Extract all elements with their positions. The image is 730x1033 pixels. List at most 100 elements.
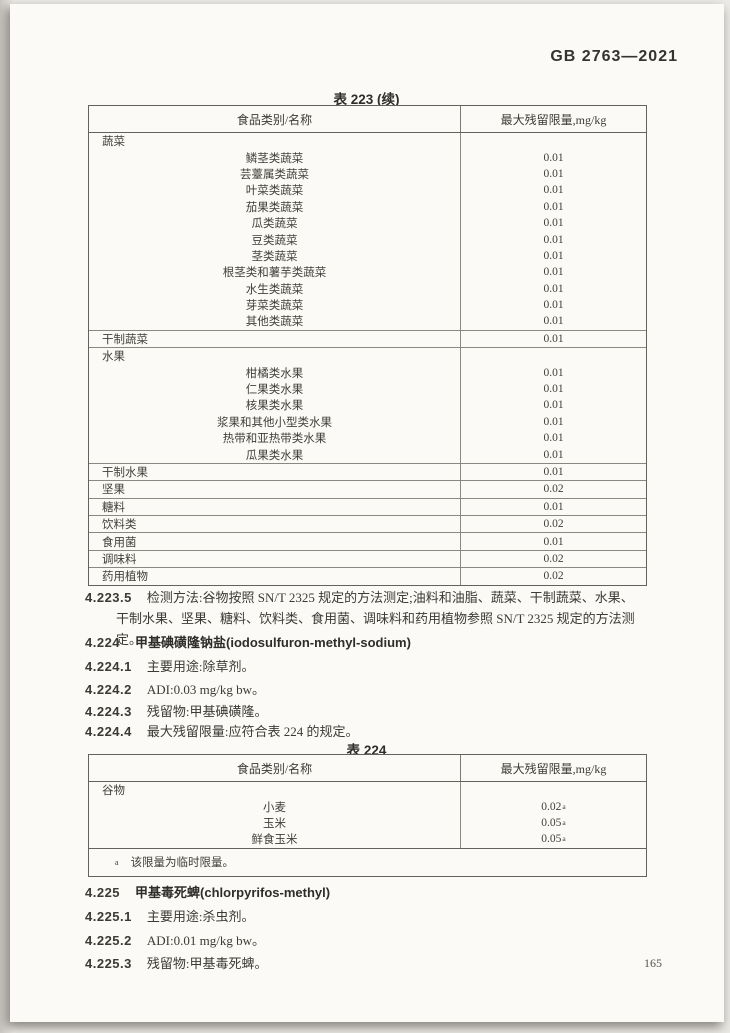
- mrl-value-cell: 0.05 a: [460, 831, 646, 848]
- table-section: 糖料 0.01: [89, 497, 646, 515]
- section-text: 主要用途:除草剂。: [146, 659, 255, 674]
- food-category-cell: 芸薹属类蔬菜: [240, 168, 309, 181]
- table-223-header-row: 食品类别/名称 最大残留限量,mg/kg: [89, 106, 646, 133]
- section-text: 残留物:甲基毒死蜱。: [146, 956, 268, 971]
- category-row: 水果: [89, 348, 646, 365]
- mrl-value-cell: 0.01: [460, 149, 646, 166]
- category-row: 干制蔬菜 0.01: [89, 330, 646, 348]
- item-row: 鲜食玉米 0.05 a: [89, 831, 646, 848]
- section-text: 最大残留限量:应符合表 224 的规定。: [146, 724, 359, 739]
- section-4-223-5: 4.223.5 检测方法:谷物按照 SN/T 2325 规定的方法测定;油料和油脂…: [85, 587, 657, 650]
- section-text: 残留物:甲基碘磺隆。: [146, 704, 268, 719]
- category-row: 调味料 0.02: [89, 550, 646, 568]
- section-number: 4.224.2: [85, 682, 132, 697]
- mrl-value-cell: 0.01: [460, 364, 646, 381]
- food-category-cell: 茄果类蔬菜: [245, 201, 304, 214]
- food-category-cell: 豆类蔬菜: [251, 234, 298, 247]
- item-row: 其他类蔬菜 0.01: [89, 313, 646, 330]
- mrl-value-cell: 0.01: [460, 247, 646, 265]
- mrl-value-cell: 0.01: [460, 463, 646, 481]
- column-header-mrl: 最大残留限量,mg/kg: [460, 755, 646, 781]
- table-223-title: 表 223 (续): [333, 92, 400, 107]
- item-row: 浆果和其他小型类水果 0.01: [89, 413, 646, 431]
- category-row: 谷物: [89, 782, 646, 799]
- table-section: 坚果 0.02: [89, 480, 646, 498]
- food-category-cell: 干制水果: [102, 467, 148, 479]
- mrl-value-cell: 0.01: [460, 380, 646, 398]
- category-row: 食用菌 0.01: [89, 533, 646, 550]
- section-number: 4.225: [85, 885, 121, 900]
- mrl-value-cell: 0.01: [460, 330, 646, 348]
- mrl-value-cell: 0.05 a: [460, 814, 646, 832]
- mrl-value-cell: 0.01: [460, 214, 646, 232]
- item-row: 根茎类和薯芋类蔬菜 0.01: [89, 264, 646, 281]
- mrl-value-cell: 0.02 a: [460, 798, 646, 815]
- section-text: 主要用途:杀虫剂。: [146, 909, 255, 924]
- paragraph-line: 4.223.5 检测方法:谷物按照 SN/T 2325 规定的方法测定;油料和油脂…: [85, 587, 657, 608]
- column-header-food-category: 食品类别/名称: [236, 112, 313, 127]
- mrl-value-cell: 0.02: [460, 568, 646, 585]
- food-category-cell: 水生类蔬菜: [245, 283, 304, 296]
- food-category-cell: 小麦: [263, 801, 286, 814]
- category-row: 糖料 0.01: [89, 498, 646, 515]
- category-row: 坚果 0.02: [89, 481, 646, 498]
- table-section: 蔬菜 鳞茎类蔬菜 0.01 芸薹属类蔬菜 0.01 叶菜类蔬菜 0.01 茄果类蔬菜 0.01 瓜…: [89, 133, 646, 330]
- mrl-value-cell: 0.02: [460, 481, 646, 498]
- mrl-value-cell: 0.01: [460, 280, 646, 297]
- section-title: 甲基碘磺隆钠盐(iodosulfuron-methyl-sodium): [135, 635, 411, 650]
- table-224-header-row: 食品类别/名称 最大残留限量,mg/kg: [89, 755, 646, 782]
- section-number: 4.224.4: [85, 724, 132, 739]
- footnote-marker: a: [115, 857, 119, 867]
- paragraph-line-continued: 干制水果、坚果、糖料、饮料类、食用菌、调味料和药用植物参照 SN/T 2325 …: [116, 611, 635, 647]
- mrl-value-cell: 0.01: [460, 296, 646, 314]
- section-4-225: 4.225 甲基毒死蜱(chlorpyrifos-methyl): [85, 882, 657, 903]
- food-category-cell: 核果类水果: [245, 400, 304, 413]
- table-section: 干制水果 0.01: [89, 462, 646, 481]
- column-header-mrl: 最大残留限量,mg/kg: [460, 106, 646, 132]
- section-text: 检测方法:谷物按照 SN/T 2325 规定的方法测定;油料和油脂、蔬菜、干制蔬…: [146, 590, 634, 605]
- category-row: 干制水果 0.01: [89, 463, 646, 481]
- food-category-cell: 干制蔬菜: [102, 333, 148, 346]
- food-category-cell: 蔬菜: [102, 136, 125, 149]
- section-number: 4.224.1: [85, 659, 132, 674]
- mrl-value-cell: 0.01: [460, 430, 646, 447]
- section-number: 4.223.5: [85, 590, 132, 605]
- section-4-225-1: 4.225.1 主要用途:杀虫剂。: [85, 906, 657, 927]
- food-category-cell: 根茎类和薯芋类蔬菜: [222, 267, 327, 280]
- food-category-cell: 谷物: [102, 785, 125, 798]
- section-4-224-2: 4.224.2 ADI:0.03 mg/kg bw。: [85, 679, 657, 700]
- table-section: 饮料类 0.02: [89, 514, 646, 533]
- food-category-cell: 芽菜类蔬菜: [245, 300, 304, 313]
- category-row: 药用植物 0.02: [89, 568, 646, 585]
- food-category-cell: 玉米: [263, 817, 286, 830]
- item-row: 瓜类蔬菜 0.01: [89, 214, 646, 232]
- section-text: ADI:0.01 mg/kg bw。: [146, 933, 265, 948]
- mrl-value-cell: [460, 133, 646, 150]
- food-category-cell: 柑橘类水果: [245, 367, 304, 380]
- item-row: 鳞茎类蔬菜 0.01: [89, 149, 646, 166]
- table-section: 干制蔬菜 0.01: [89, 329, 646, 348]
- mrl-value-cell: 0.02: [460, 550, 646, 568]
- mrl-value-cell: 0.01: [460, 231, 646, 248]
- table-223-body: 蔬菜 鳞茎类蔬菜 0.01 芸薹属类蔬菜 0.01 叶菜类蔬菜 0.01 茄果类蔬菜 0.01 瓜…: [89, 133, 646, 585]
- section-number: 4.225.3: [85, 956, 132, 971]
- food-category-cell: 调味料: [102, 553, 137, 566]
- table-224-footnote: a 该限量为临时限量。: [89, 847, 646, 876]
- mrl-value-cell: 0.01: [460, 182, 646, 199]
- item-row: 小麦 0.02 a: [89, 798, 646, 815]
- item-row: 茄果类蔬菜 0.01: [89, 198, 646, 215]
- food-category-cell: 水果: [102, 351, 125, 364]
- food-category-cell: 浆果和其他小型类水果: [217, 416, 332, 429]
- item-row: 芸薹属类蔬菜 0.01: [89, 165, 646, 183]
- table-section: 食用菌 0.01: [89, 532, 646, 550]
- section-number: 4.224.3: [85, 704, 132, 719]
- food-category-cell: 其他类蔬菜: [245, 316, 304, 329]
- mrl-value-cell: 0.01: [460, 313, 646, 330]
- food-category-cell: 叶菜类蔬菜: [245, 185, 304, 198]
- item-row: 茎类蔬菜 0.01: [89, 247, 646, 265]
- mrl-value-cell: 0.01: [460, 165, 646, 183]
- item-row: 玉米 0.05 a: [89, 814, 646, 832]
- food-category-cell: 饮料类: [102, 519, 137, 532]
- mrl-value-cell: [460, 348, 646, 365]
- food-category-cell: 鳞茎类蔬菜: [245, 152, 304, 165]
